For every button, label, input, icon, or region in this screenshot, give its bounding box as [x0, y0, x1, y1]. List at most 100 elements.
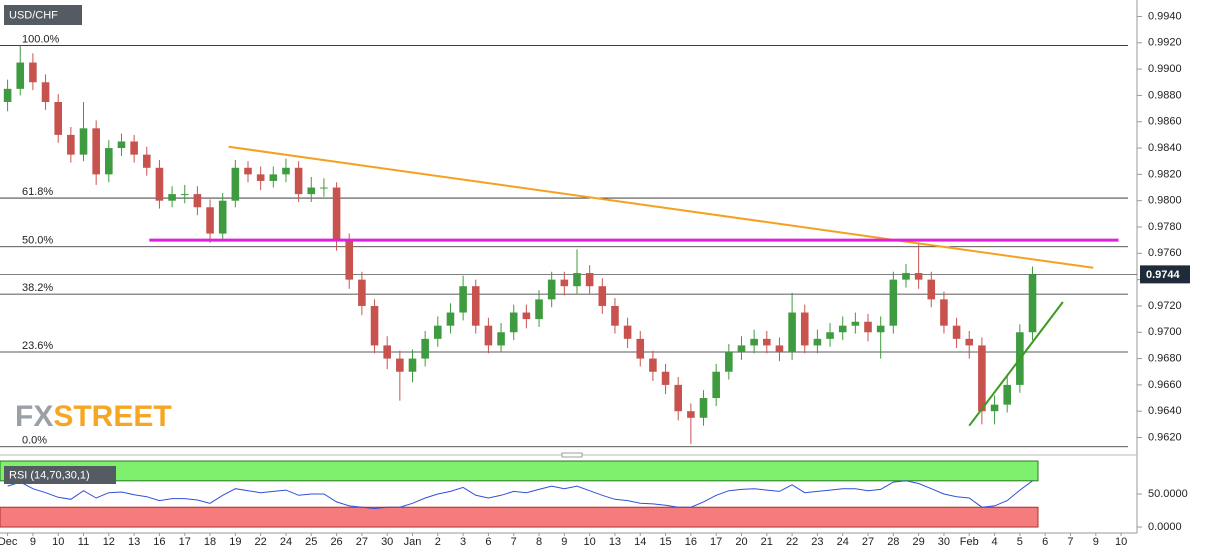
x-tick-label: 14	[634, 536, 646, 548]
candle-body	[332, 187, 341, 241]
candle-body	[762, 338, 771, 346]
x-tick-label: 26	[330, 536, 342, 548]
x-tick-label: Dec	[0, 536, 18, 548]
candle-body	[927, 279, 936, 300]
x-tick-label: 9	[30, 536, 36, 548]
candle-body	[990, 404, 999, 412]
last-price-label: 0.9744	[1146, 269, 1181, 281]
candle-body	[408, 358, 417, 372]
x-tick-label: 22	[786, 536, 798, 548]
candle-body	[889, 279, 898, 326]
candle-body	[978, 345, 986, 412]
panel-resize-handle[interactable]	[561, 452, 583, 458]
candle-body	[206, 207, 214, 234]
indicator-label: RSI (14,70,30,1)	[9, 469, 90, 481]
x-tick-label: 16	[153, 536, 165, 548]
candle-body	[29, 62, 37, 83]
candle-body	[16, 62, 25, 89]
symbol-box	[4, 5, 82, 25]
fib-level-label: 38.2%	[22, 282, 53, 294]
x-tick-label: 2	[435, 536, 441, 548]
y-tick-label: 0.9800	[1148, 195, 1182, 207]
last-price-box	[1140, 265, 1190, 284]
candle-body	[623, 325, 632, 339]
candle-body	[788, 312, 796, 352]
candle-body	[105, 148, 113, 175]
fib-level-label: 0.0%	[22, 435, 47, 447]
brand-watermark: FXSTREET	[15, 400, 172, 433]
y-tick-label: 0.9880	[1148, 89, 1182, 101]
x-tick-label: 10	[52, 536, 64, 548]
candle-body	[585, 273, 594, 287]
x-tick-label: 11	[78, 536, 89, 548]
x-tick-label: 4	[991, 536, 997, 548]
candle-body	[421, 338, 429, 359]
y-tick-label: 0.9680	[1148, 352, 1182, 364]
candle-body	[712, 371, 720, 399]
candle-body	[750, 338, 758, 346]
candle-body	[320, 187, 328, 189]
candle-body	[560, 279, 569, 287]
candle-body	[92, 128, 100, 175]
candle-body	[383, 345, 391, 359]
x-tick-label: 27	[862, 536, 874, 548]
y-tick-label: 0.9720	[1148, 300, 1182, 312]
candle-body	[522, 312, 531, 320]
fib-level-label: 50.0%	[22, 235, 53, 247]
candle-body	[3, 88, 12, 102]
indicator-box	[4, 466, 116, 484]
y-tick-label: 0.9860	[1148, 116, 1182, 128]
overbought-zone	[0, 460, 1039, 482]
candle-body	[1003, 384, 1011, 405]
candle-body	[864, 321, 872, 333]
x-tick-label: 10	[1115, 536, 1127, 548]
x-tick-label: 3	[460, 536, 466, 548]
y-tick-label: 0.9840	[1148, 142, 1182, 154]
y-tick-label: 0.9660	[1148, 379, 1182, 391]
x-tick-label: 10	[584, 536, 596, 548]
candle-body	[952, 325, 961, 339]
candle-body	[370, 305, 379, 346]
x-tick-label: 28	[887, 536, 899, 548]
candle-body	[269, 174, 278, 181]
y-tick-label: 0.9920	[1148, 37, 1182, 49]
x-tick-label: 27	[356, 536, 368, 548]
candle-body	[358, 279, 366, 306]
candle-body	[674, 384, 683, 412]
candle-body	[699, 398, 708, 418]
candle-body	[168, 194, 176, 201]
candle-body	[79, 128, 88, 155]
candle-body	[725, 352, 733, 372]
candle-body	[1028, 274, 1037, 333]
x-tick-label: 7	[511, 536, 517, 548]
candle-body	[876, 325, 885, 333]
fib-level-label: 100.0%	[22, 33, 60, 45]
x-tick-label: 19	[229, 536, 241, 548]
symbol-label: USD/CHF	[9, 9, 58, 21]
x-tick-label: 8	[536, 536, 542, 548]
x-tick-label: 15	[659, 536, 671, 548]
y-tick-label: 0.9640	[1148, 405, 1182, 417]
x-tick-label: 24	[280, 536, 292, 548]
candle-body	[573, 273, 581, 287]
candle-body	[851, 321, 860, 326]
candle-body	[218, 200, 227, 234]
fib-level-label: 61.8%	[22, 186, 53, 198]
candle-body	[244, 167, 252, 175]
x-tick-label: 24	[837, 536, 849, 548]
candle-body	[459, 286, 467, 313]
candle-body	[826, 332, 834, 339]
x-tick-label: 30	[381, 536, 393, 548]
x-tick-label: 30	[938, 536, 950, 548]
y-tick-label: 0.9760	[1148, 247, 1182, 259]
candle-body	[598, 286, 607, 306]
candle-body	[434, 325, 442, 339]
rsi-y-tick-label: 0.0000	[1148, 521, 1182, 533]
candle-body	[636, 338, 645, 359]
candle-body	[535, 299, 543, 320]
x-tick-label: 23	[811, 536, 823, 548]
candle-body	[41, 82, 50, 102]
candle-body	[294, 167, 303, 195]
x-tick-label: 6	[1042, 536, 1048, 548]
